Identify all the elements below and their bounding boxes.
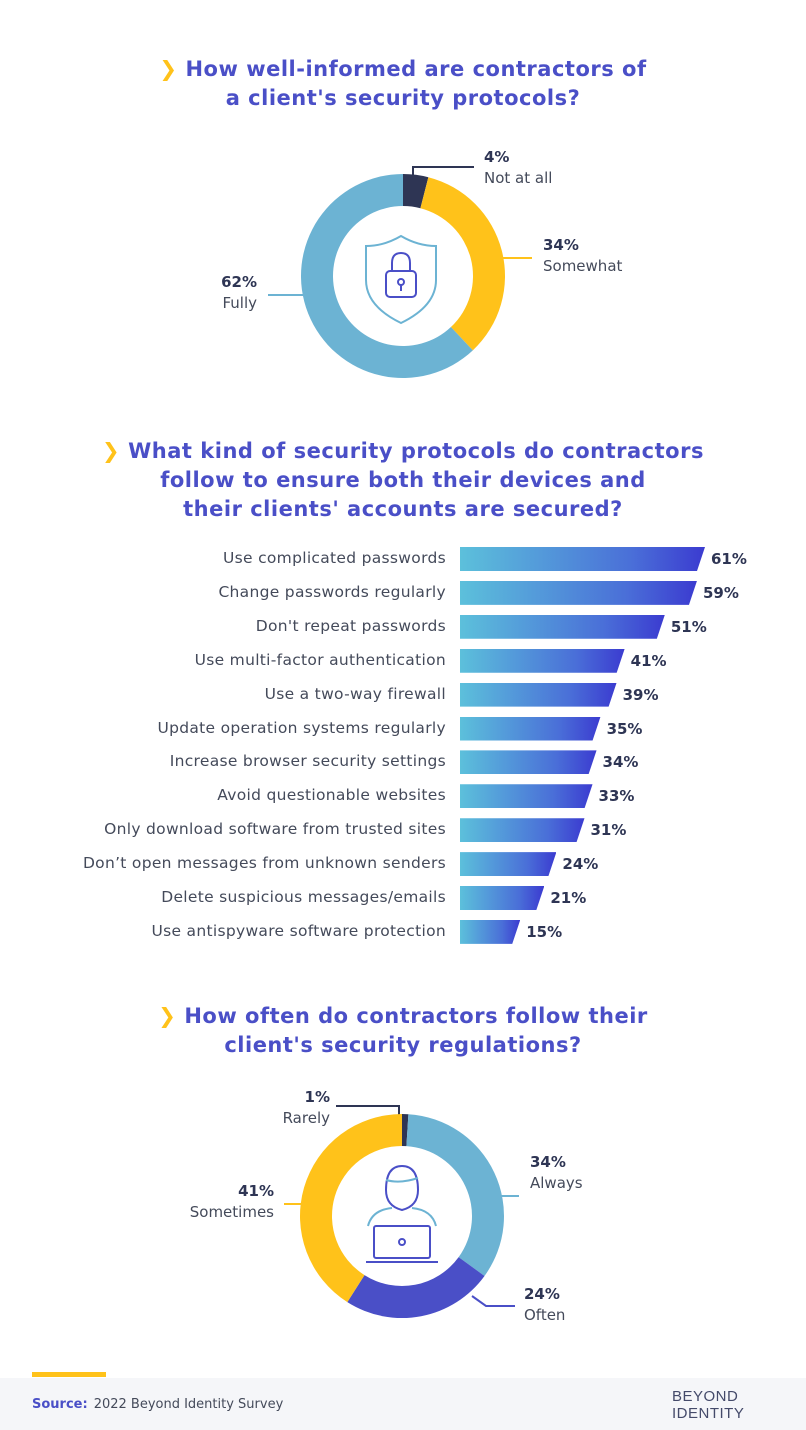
source-note: Source: 2022 Beyond Identity Survey (32, 1397, 283, 1412)
leader-line (336, 1105, 400, 1118)
bar-row: Change passwords regularly 59% (0, 581, 806, 605)
bar-category-label: Delete suspicious messages/emails (161, 888, 446, 906)
chevron-right-icon: ❯ (159, 57, 178, 81)
bar-value-label: 34% (602, 753, 639, 772)
bar-category-label: Avoid questionable websites (217, 786, 446, 805)
bar-row: Increase browser security settings 34% (0, 750, 806, 774)
donut-chart-informed: 4% Not at all 34% Somewhat 62% Fully (221, 148, 623, 378)
bar-category-label: Only download software from trusted site… (104, 820, 446, 839)
bar-value-label: 59% (702, 583, 739, 602)
bar-value-label: 24% (562, 855, 599, 874)
bar (460, 581, 697, 605)
slice-value-label: 24% (524, 1285, 560, 1303)
bar-row: Delete suspicious messages/emails 21% (0, 886, 806, 910)
bar-category-label: Use multi-factor authentication (194, 650, 446, 669)
bar-category-label: Use a two-way firewall (264, 684, 446, 703)
leader-line (471, 1295, 515, 1307)
slice-category-label: Sometimes (190, 1203, 274, 1221)
donut-slice-somewhat (420, 177, 505, 351)
bar-category-label: Change passwords regularly (218, 582, 446, 601)
footer (0, 1378, 806, 1430)
bar-value-label: 35% (606, 719, 643, 738)
bar-value-label: 39% (622, 685, 659, 704)
q3-title: ❯ How often do contractors follow their c… (158, 1004, 648, 1057)
bar-row: Update operation systems regularly 35% (0, 717, 806, 741)
donut-chart-frequency: 1% Rarely 34% Always 24% Often 41% Sometimes (190, 1088, 583, 1324)
shield-lock-icon (365, 234, 437, 325)
q1-title: ❯ How well-informed are contractors of a … (159, 57, 647, 110)
slice-value-label: 1% (305, 1088, 330, 1106)
bar-row: Use antispyware software protection 15% (0, 920, 806, 944)
donut-slice-often (347, 1257, 485, 1318)
footer-accent-line (32, 1372, 106, 1377)
user-laptop-icon (366, 1164, 438, 1263)
slice-category-label: Fully (222, 294, 257, 312)
leader-line (412, 166, 474, 176)
bar-value-label: 15% (526, 922, 563, 941)
bar-row: Don't repeat passwords 51% (0, 615, 806, 639)
bar (460, 683, 617, 707)
slice-category-label: Not at all (484, 169, 552, 187)
slice-category-label: Always (530, 1174, 583, 1192)
bar-category-label: Don't repeat passwords (255, 616, 446, 635)
bar-value-label: 61% (711, 550, 747, 568)
bar-value-label: 21% (550, 889, 587, 907)
bar (460, 615, 665, 639)
bar-row: Only download software from trusted site… (0, 818, 806, 842)
slice-value-label: 34% (543, 236, 579, 254)
beyond-identity-logo: BEYOND IDENTITY (672, 1388, 745, 1422)
bar-value-label: 41% (630, 651, 667, 670)
bar-row: Use complicated passwords 61% (0, 547, 806, 571)
bar-category-label: Increase browser security settings (169, 752, 446, 771)
source-label: Source: (32, 1397, 88, 1412)
slice-category-label: Somewhat (543, 257, 623, 275)
bar (460, 717, 601, 741)
bar (460, 649, 625, 673)
bar (460, 784, 593, 808)
bar-category-label: Don’t open messages from unknown senders (82, 854, 446, 873)
bar (460, 886, 544, 910)
bar-category-label: Update operation systems regularly (157, 718, 446, 737)
chevron-right-icon: ❯ (158, 1004, 177, 1028)
bar-value-label: 51% (670, 617, 707, 636)
q2-title: ❯ What kind of security protocols do cont… (102, 439, 704, 521)
chevron-right-icon: ❯ (102, 439, 121, 463)
bar-row: Use multi-factor authentication 41% (0, 649, 806, 673)
slice-value-label: 62% (221, 273, 257, 291)
bar-category-label: Use antispyware software protection (151, 921, 446, 940)
slice-category-label: Often (524, 1306, 565, 1324)
donut-slice-always (406, 1114, 505, 1276)
bar-category-label: Use complicated passwords (222, 549, 446, 567)
slice-value-label: 34% (530, 1153, 566, 1171)
slice-value-label: 41% (238, 1182, 274, 1200)
bar (460, 547, 705, 571)
source-text: 2022 Beyond Identity Survey (93, 1397, 284, 1412)
bar (460, 818, 585, 842)
bar-value-label: 31% (590, 821, 627, 840)
bar-value-label: 33% (598, 787, 635, 806)
slice-value-label: 4% (484, 148, 509, 166)
donut-slice-rarely (402, 1114, 409, 1147)
donut-slice-not-at-all (403, 174, 429, 209)
bar (460, 750, 597, 774)
donut-slice-fully (301, 174, 473, 378)
donut-slice-sometimes (300, 1114, 402, 1303)
slice-category-label: Rarely (283, 1109, 331, 1127)
bar (460, 920, 520, 944)
bar-row: Use a two-way firewall 39% (0, 683, 806, 707)
bar-row: Avoid questionable websites 33% (0, 784, 806, 808)
bar-row: Don’t open messages from unknown senders… (0, 852, 806, 876)
bar (460, 852, 556, 876)
